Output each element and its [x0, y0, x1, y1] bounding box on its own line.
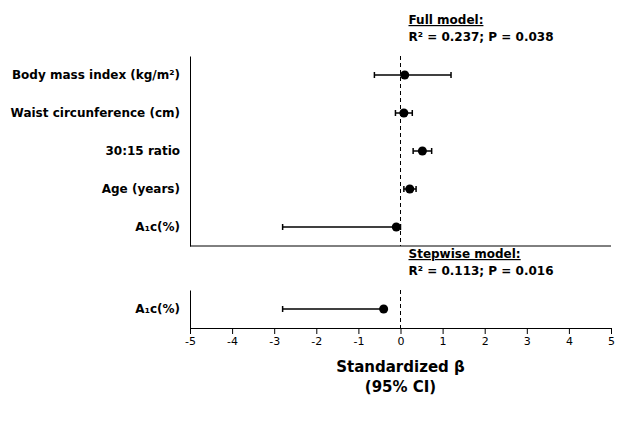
x-tick-mark — [274, 328, 275, 334]
x-tick: 4 — [566, 328, 573, 348]
x-tick: -5 — [185, 328, 196, 348]
point-estimate — [392, 223, 401, 232]
x-tick-label: 3 — [524, 335, 531, 348]
section-stats: R² = 0.113; P = 0.016 — [409, 264, 554, 278]
point-estimate — [418, 147, 427, 156]
error-cap-high — [450, 72, 452, 78]
reference-line — [400, 56, 401, 246]
x-tick: 2 — [482, 328, 489, 348]
x-tick: -3 — [269, 328, 280, 348]
error-bar — [283, 308, 384, 310]
x-axis: -5 -4 -3 -2 -1 0 1 2 3 4 5 — [185, 328, 615, 348]
x-tick-mark — [611, 328, 612, 334]
y-tick: A₁c(%) — [135, 220, 180, 234]
y-tick: Body mass index (kg/m²) — [12, 68, 180, 82]
point-estimate — [400, 71, 409, 80]
x-tick: 3 — [524, 328, 531, 348]
x-tick-mark — [569, 328, 570, 334]
x-tick-mark — [316, 328, 317, 334]
error-cap-low — [374, 72, 376, 78]
section-title: Stepwise model: — [409, 247, 521, 261]
section-marks — [283, 56, 451, 246]
x-tick-mark — [443, 328, 444, 334]
x-tick-mark — [485, 328, 486, 334]
y-tick-label: A₁c(%) — [135, 220, 180, 234]
error-cap-high — [431, 148, 433, 154]
y-axis-line — [190, 291, 191, 329]
y-tick: 30:15 ratio — [106, 144, 180, 158]
error-bar — [374, 74, 451, 76]
point-estimate — [405, 185, 414, 194]
error-cap-low — [282, 224, 284, 230]
y-tick-label: Waist circunference (cm) — [11, 106, 180, 120]
y-tick-label: 30:15 ratio — [106, 144, 180, 158]
section-marks — [283, 290, 401, 328]
error-cap-low — [412, 148, 414, 154]
y-tick-label: Age (years) — [102, 182, 180, 196]
chart: Full model: R² = 0.237; P = 0.038 Body mas… — [0, 0, 641, 436]
x-tick: 5 — [608, 328, 615, 348]
x-tick: 0 — [398, 328, 405, 348]
error-cap-high — [415, 186, 417, 192]
y-axis: A₁c(%) — [135, 291, 190, 329]
x-tick-mark — [527, 328, 528, 334]
x-tick-mark — [232, 328, 233, 334]
x-tick-label: 4 — [566, 335, 573, 348]
x-axis-title: (95% CI) — [365, 378, 436, 396]
y-tick-label: Body mass index (kg/m²) — [12, 68, 180, 82]
y-axis-line — [190, 57, 191, 247]
x-tick-label: -2 — [311, 335, 322, 348]
x-tick: -4 — [227, 328, 238, 348]
x-axis-line — [191, 329, 612, 335]
x-tick-mark — [358, 328, 359, 334]
x-tick: -1 — [353, 328, 364, 348]
error-cap-low — [395, 110, 397, 116]
y-tick: A₁c(%) — [135, 302, 180, 316]
reference-line — [400, 290, 401, 328]
point-estimate — [379, 305, 388, 314]
x-axis-title: Standardized β — [336, 358, 465, 376]
x-tick-label: 1 — [440, 335, 447, 348]
x-tick-label: 5 — [608, 335, 615, 348]
error-cap-low — [403, 186, 405, 192]
x-tick: -2 — [311, 328, 322, 348]
section-stats: R² = 0.237; P = 0.038 — [409, 30, 554, 44]
y-tick: Waist circunference (cm) — [11, 106, 180, 120]
section-title: Full model: — [409, 13, 484, 27]
x-tick-label: -3 — [269, 335, 280, 348]
chart-container: Full model: R² = 0.237; P = 0.038 Body mas… — [0, 0, 641, 436]
error-bar — [283, 226, 401, 228]
y-tick: Age (years) — [102, 182, 180, 196]
error-cap-low — [282, 306, 284, 312]
x-tick-mark — [190, 328, 191, 334]
point-estimate — [399, 109, 408, 118]
x-tick-mark — [401, 328, 402, 334]
error-cap-high — [412, 110, 414, 116]
x-tick-label: -4 — [227, 335, 238, 348]
x-tick-label: 0 — [398, 335, 405, 348]
x-tick-label: 2 — [482, 335, 489, 348]
x-tick-label: -1 — [353, 335, 364, 348]
x-tick: 1 — [440, 328, 447, 348]
y-axis: Body mass index (kg/m²) Waist circunferen… — [11, 57, 191, 247]
y-tick-label: A₁c(%) — [135, 302, 180, 316]
x-tick-label: -5 — [185, 335, 196, 348]
